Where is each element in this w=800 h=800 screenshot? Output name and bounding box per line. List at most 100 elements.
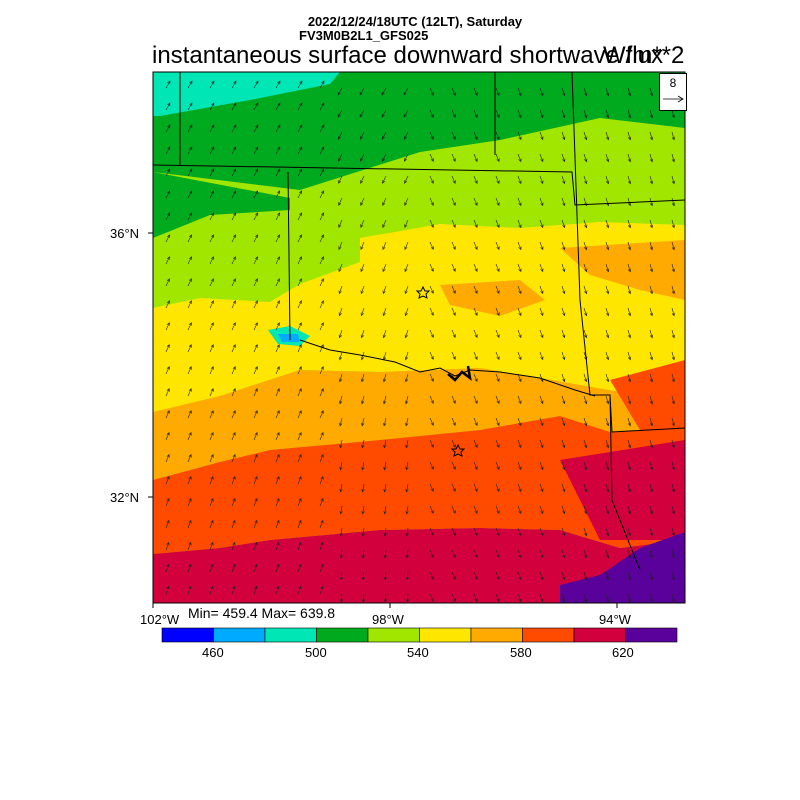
wind-vector bbox=[275, 431, 280, 441]
wind-vector bbox=[605, 351, 610, 361]
wind-vector bbox=[187, 453, 192, 463]
wind-vector bbox=[187, 102, 193, 111]
wind-vector bbox=[473, 197, 478, 207]
wind-vector bbox=[605, 329, 610, 339]
wind-vector bbox=[404, 175, 409, 184]
wind-vector bbox=[517, 153, 522, 163]
wind-vector bbox=[561, 483, 566, 493]
wind-vector bbox=[561, 307, 566, 317]
wind-vector bbox=[583, 373, 588, 383]
colorbar-swatch bbox=[625, 627, 678, 643]
wind-vector bbox=[253, 563, 258, 573]
wind-vector bbox=[319, 497, 324, 507]
wind-vector bbox=[165, 124, 171, 133]
wind-vector bbox=[451, 197, 456, 206]
wind-vector bbox=[627, 593, 632, 603]
wind-vector bbox=[297, 563, 302, 573]
reference-arrow-icon bbox=[663, 95, 684, 103]
wind-vector bbox=[517, 505, 522, 515]
wind-vector bbox=[671, 505, 675, 515]
wind-vector bbox=[429, 549, 434, 558]
wind-vector bbox=[253, 102, 259, 111]
wind-vector bbox=[275, 519, 280, 529]
wind-vector bbox=[404, 285, 409, 295]
wind-vector bbox=[473, 593, 478, 603]
wind-vector bbox=[495, 571, 500, 581]
wind-vector bbox=[495, 109, 500, 119]
wind-vector bbox=[605, 285, 610, 295]
wind-vector bbox=[361, 395, 365, 405]
wind-vector bbox=[382, 197, 387, 206]
wind-vector bbox=[583, 483, 588, 493]
wind-vector bbox=[429, 87, 434, 96]
wind-vector bbox=[561, 219, 566, 229]
wind-vector bbox=[495, 131, 500, 141]
wind-vector bbox=[583, 329, 588, 339]
wind-vector bbox=[187, 388, 192, 397]
wind-vector bbox=[429, 263, 434, 272]
wind-vector bbox=[429, 175, 434, 184]
wind-vector bbox=[297, 431, 302, 441]
wind-vector bbox=[539, 241, 544, 251]
lat-label-32n: 32°N bbox=[110, 490, 140, 505]
wind-vector bbox=[209, 322, 214, 331]
wind-vector bbox=[495, 417, 500, 427]
wind-vector bbox=[319, 212, 324, 221]
wind-vector bbox=[671, 285, 675, 295]
wind-vector bbox=[517, 219, 522, 229]
wind-vector bbox=[671, 197, 675, 207]
wind-vector bbox=[627, 263, 632, 273]
wind-vector bbox=[319, 234, 324, 243]
wind-vector bbox=[561, 461, 566, 471]
wind-vector bbox=[337, 109, 343, 118]
wind-vector bbox=[517, 197, 522, 207]
wind-vector bbox=[429, 285, 434, 294]
wind-vector bbox=[338, 175, 343, 184]
wind-vector bbox=[275, 80, 281, 89]
wind-vector bbox=[561, 87, 566, 97]
wind-vector bbox=[561, 329, 566, 339]
wind-vector bbox=[627, 241, 632, 251]
wind-vector bbox=[561, 505, 566, 515]
wind-vector bbox=[429, 307, 434, 316]
colorbar-label-500: 500 bbox=[305, 645, 327, 660]
wind-vector bbox=[517, 285, 522, 295]
wind-vector bbox=[649, 373, 654, 383]
wind-vector bbox=[473, 307, 478, 317]
wind-vector bbox=[405, 483, 409, 493]
wind-vector bbox=[517, 351, 522, 361]
wind-vector bbox=[605, 395, 610, 405]
wind-vector bbox=[361, 593, 366, 603]
wind-vector bbox=[405, 439, 409, 449]
wind-vector bbox=[649, 109, 654, 119]
wind-vector bbox=[517, 483, 522, 493]
wind-vector bbox=[319, 146, 325, 155]
wind-vector bbox=[539, 109, 544, 119]
wind-vector bbox=[671, 329, 675, 339]
wind-vector bbox=[360, 373, 365, 383]
wind-vector bbox=[253, 124, 259, 133]
wind-vector bbox=[561, 263, 566, 273]
colorbar-label-460: 460 bbox=[202, 645, 224, 660]
wind-vector bbox=[495, 175, 500, 185]
wind-vector bbox=[561, 527, 566, 537]
wind-vector bbox=[231, 497, 236, 507]
wind-vector bbox=[649, 219, 654, 229]
wind-vector bbox=[671, 175, 675, 185]
wind-vector bbox=[473, 351, 478, 361]
wind-vector bbox=[605, 549, 610, 559]
wind-vector bbox=[275, 541, 280, 551]
wind-vector bbox=[627, 571, 632, 581]
wind-vector bbox=[671, 263, 675, 273]
wind-vector bbox=[275, 212, 280, 221]
wind-vector bbox=[473, 131, 478, 141]
wind-vector bbox=[275, 453, 280, 463]
wind-vector bbox=[275, 366, 280, 375]
colorbar-swatch bbox=[367, 627, 420, 643]
wind-vector bbox=[583, 571, 588, 581]
wind-vector bbox=[338, 373, 343, 383]
wind-vector bbox=[671, 593, 675, 603]
wind-vector bbox=[231, 431, 236, 441]
wind-vector bbox=[517, 571, 522, 581]
